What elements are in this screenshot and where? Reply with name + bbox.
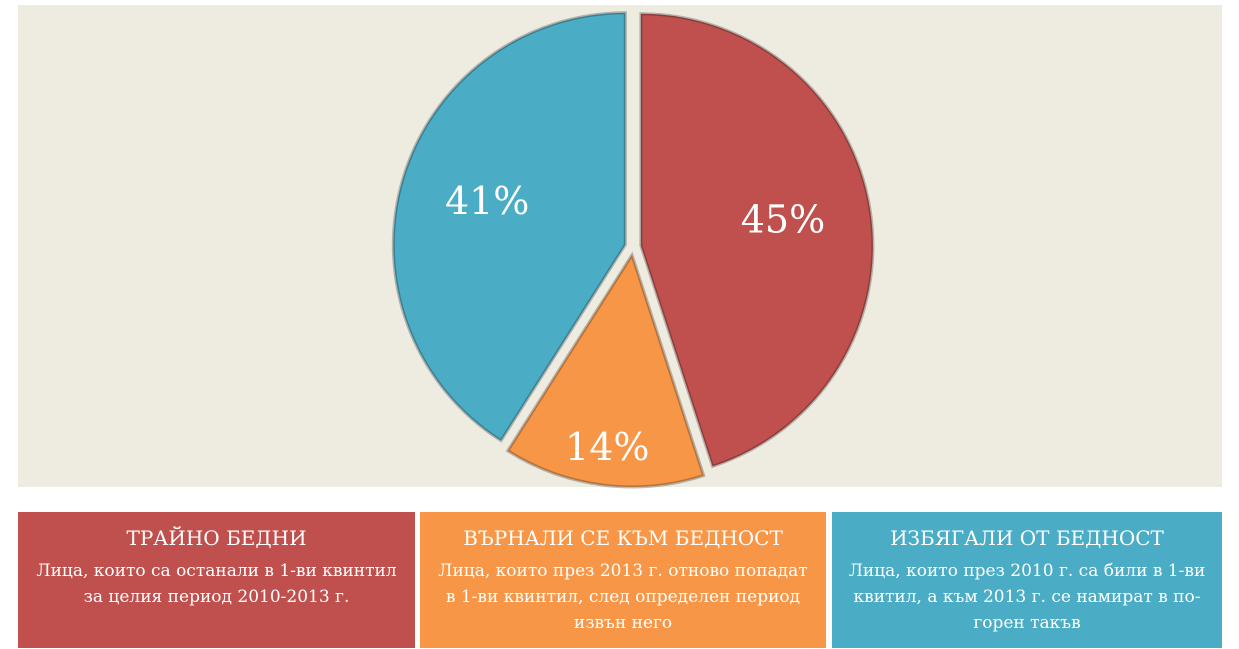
legend-box: ТРАЙНО БЕДНИ Лица, които са останали в 1… xyxy=(18,512,415,648)
legend-title: ТРАЙНО БЕДНИ xyxy=(126,526,307,550)
legend-box: ИЗБЯГАЛИ ОТ БЕДНОСТ Лица, които през 201… xyxy=(832,512,1222,648)
legend-description: Лица, които през 2010 г. са били в 1-ви … xyxy=(848,561,1206,633)
pie-slice xyxy=(391,11,627,443)
legend-box: ВЪРНАЛИ СЕ КЪМ БЕДНОСТ Лица, които през … xyxy=(420,512,826,648)
pie-slice xyxy=(639,12,875,469)
data-label: 41% xyxy=(445,179,529,223)
pie-slice xyxy=(505,251,706,489)
data-label: 14% xyxy=(565,425,649,469)
legend-description: Лица, които са останали в 1-ви квинтил з… xyxy=(36,561,397,607)
data-label: 45% xyxy=(741,198,825,242)
chart: 45% 14% 41% xyxy=(391,11,875,489)
legend-title: ВЪРНАЛИ СЕ КЪМ БЕДНОСТ xyxy=(463,526,783,550)
legend-title: ИЗБЯГАЛИ ОТ БЕДНОСТ xyxy=(890,526,1164,550)
legend-description: Лица, които през 2013 г. отново попадат … xyxy=(438,561,808,633)
